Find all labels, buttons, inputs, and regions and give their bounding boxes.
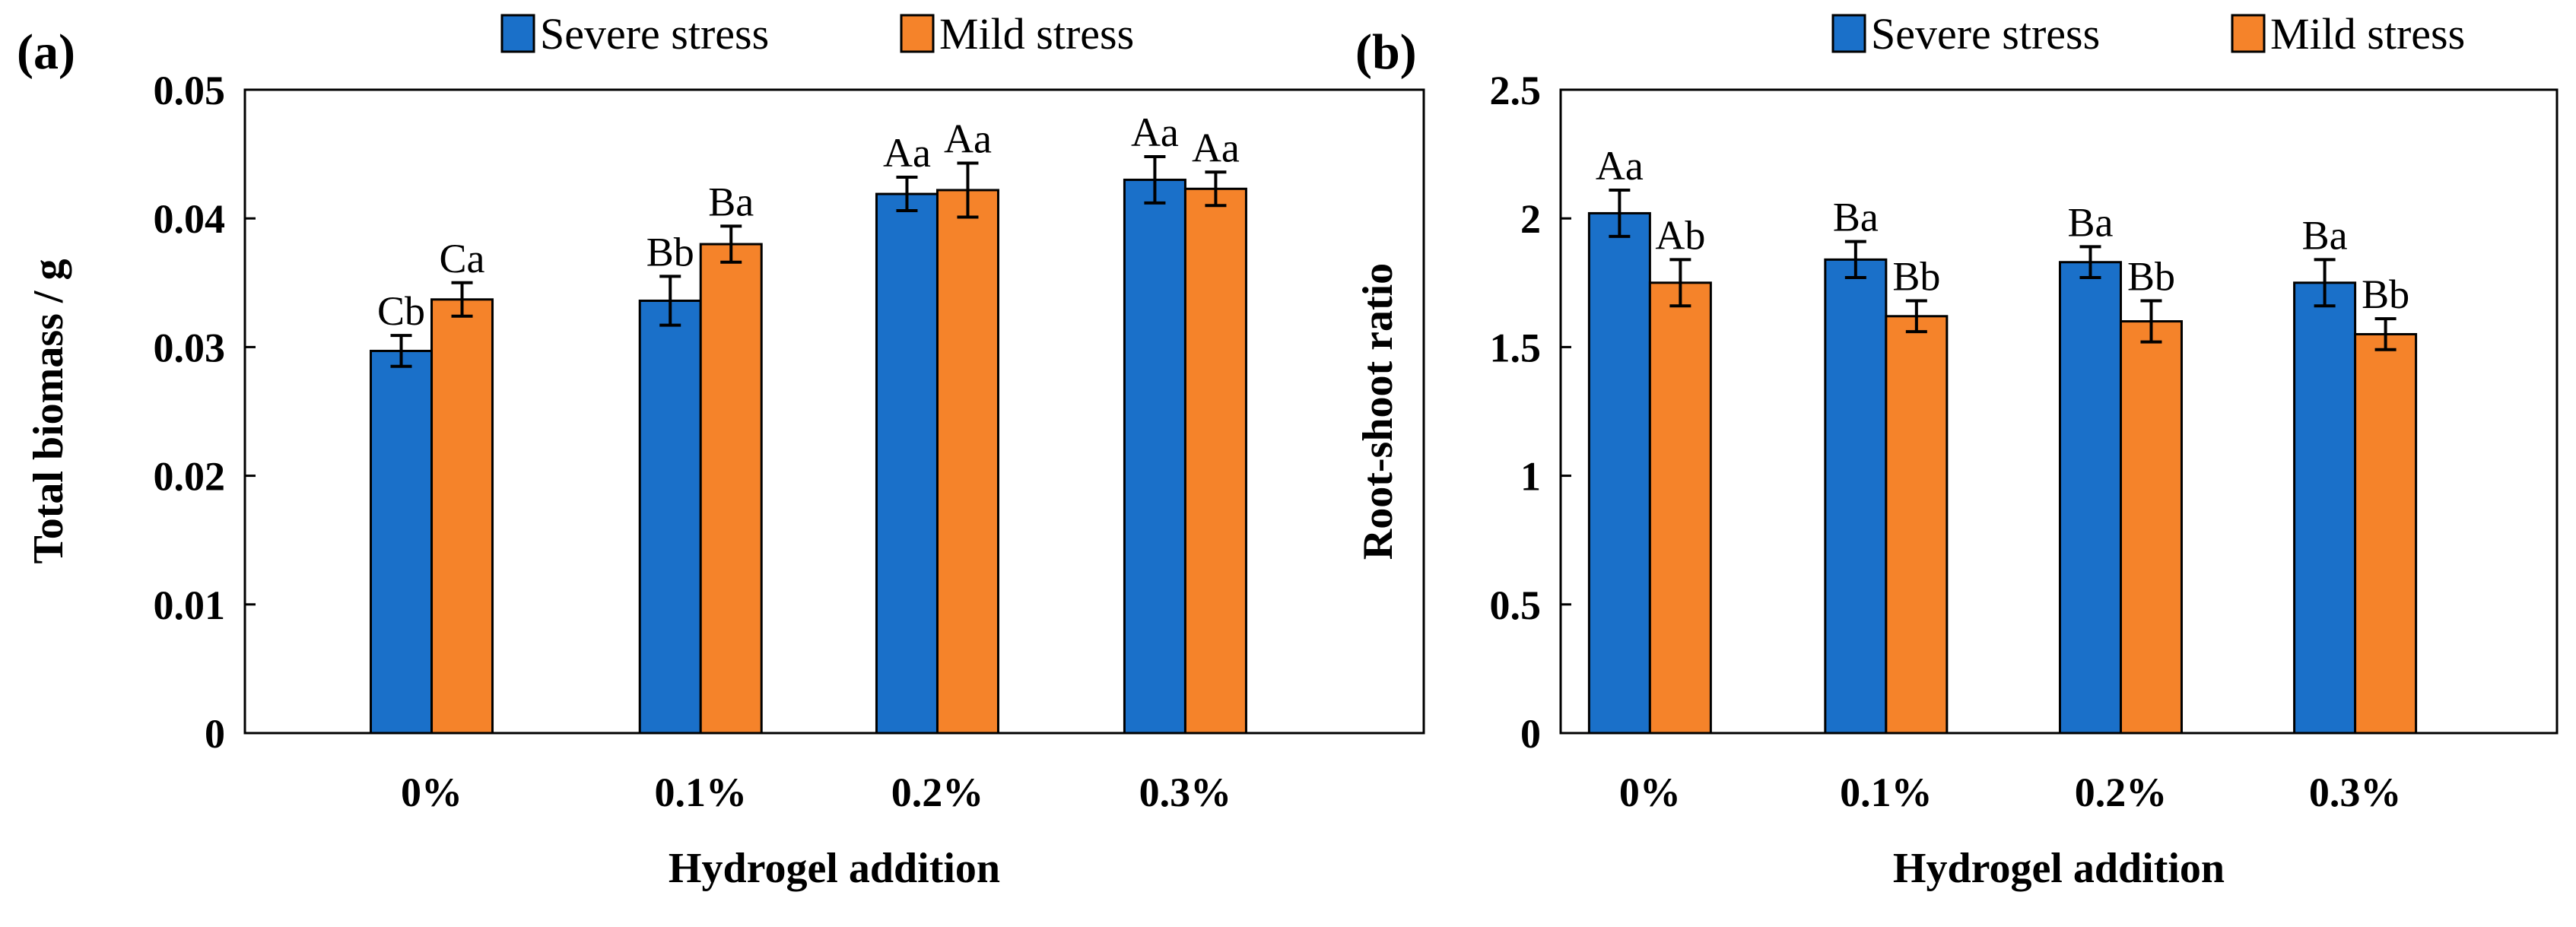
bar-severe-2 [875, 192, 939, 735]
bar-severe-3 [2293, 281, 2357, 735]
bar-severe-1 [1824, 258, 1888, 735]
significance-label: Ba [2067, 199, 2113, 245]
bar-mild-2 [2119, 320, 2183, 735]
legend-swatch-severe [500, 14, 535, 53]
y-tick-label: 0 [205, 711, 225, 757]
bar-mild-3 [1183, 187, 1247, 735]
bar-severe-3 [1123, 178, 1186, 735]
legend-label: Mild stress [2270, 9, 2465, 59]
y-axis-title: Root-shoot ratio [1355, 263, 1402, 560]
y-tick-label: 1 [1520, 454, 1541, 500]
legend-label: Severe stress [1871, 9, 2100, 59]
y-tick-label: 0.05 [154, 68, 226, 113]
y-tick-label: 0.03 [154, 325, 226, 370]
panel-label: (a) [17, 24, 75, 80]
bar-severe-2 [2058, 261, 2122, 735]
x-tick-label: 0.2% [891, 770, 984, 815]
y-tick-label: 0.5 [1490, 583, 1542, 628]
significance-label: Cb [377, 288, 425, 334]
significance-label: Ca [440, 236, 485, 281]
significance-label: Aa [883, 130, 931, 176]
bar-mild-2 [935, 189, 999, 735]
panel-a-total-biomass-chart: (a) 0 0.01 0.02 0.03 0.04 0.05 Total biomass / … [17, 9, 1425, 892]
y-tick-label: 0 [1520, 711, 1541, 757]
x-tick-label: 0.1% [1840, 770, 1933, 815]
x-tick-label: 0.1% [654, 770, 747, 815]
y-tick-label: 0.01 [154, 583, 226, 628]
significance-label: Aa [1596, 143, 1644, 189]
significance-label: Ab [1655, 212, 1705, 258]
significance-label: Bb [2127, 253, 2175, 299]
y-tick-label: 0.02 [154, 454, 226, 500]
x-tick-label: 0% [401, 770, 462, 815]
x-tick-label: 0.3% [2309, 770, 2402, 815]
panel-label: (b) [1355, 24, 1417, 80]
significance-label: Bb [646, 229, 694, 275]
bar-mild-0 [1648, 281, 1712, 735]
x-tick-label: 0.2% [2075, 770, 2168, 815]
x-tick-label: 0% [1619, 770, 1681, 815]
significance-label: Aa [1192, 125, 1240, 170]
x-tick-label: 0.3% [1139, 770, 1232, 815]
plot-frame [243, 88, 1425, 735]
significance-label: Aa [944, 116, 992, 161]
legend-swatch-mild [2231, 14, 2266, 53]
significance-label: Ba [2302, 212, 2348, 258]
legend-swatch-mild [900, 14, 935, 53]
x-axis-title: Hydrogel addition [1893, 845, 2225, 892]
bar-mild-1 [699, 243, 763, 735]
significance-label: Bb [2362, 271, 2409, 317]
significance-label: Ba [708, 179, 754, 224]
x-axis-title: Hydrogel addition [669, 845, 1000, 892]
significance-label: Ba [1833, 195, 1879, 240]
y-tick-label: 2.5 [1490, 68, 1542, 113]
y-tick-label: 2 [1520, 196, 1541, 242]
bar-severe-1 [638, 299, 702, 735]
significance-label: Aa [1131, 110, 1179, 155]
bar-mild-1 [1885, 315, 1949, 735]
bar-severe-0 [370, 349, 434, 735]
y-tick-label: 1.5 [1490, 325, 1542, 370]
legend-label: Mild stress [939, 9, 1134, 59]
legend-swatch-severe [1831, 14, 1866, 53]
bar-mild-0 [430, 298, 494, 735]
bar-severe-0 [1587, 211, 1651, 735]
y-axis-title: Total biomass / g [25, 259, 72, 564]
legend-label: Severe stress [540, 9, 769, 59]
bar-mild-3 [2354, 332, 2418, 735]
significance-label: Bb [1892, 253, 1940, 299]
y-tick-label: 0.04 [154, 196, 226, 242]
